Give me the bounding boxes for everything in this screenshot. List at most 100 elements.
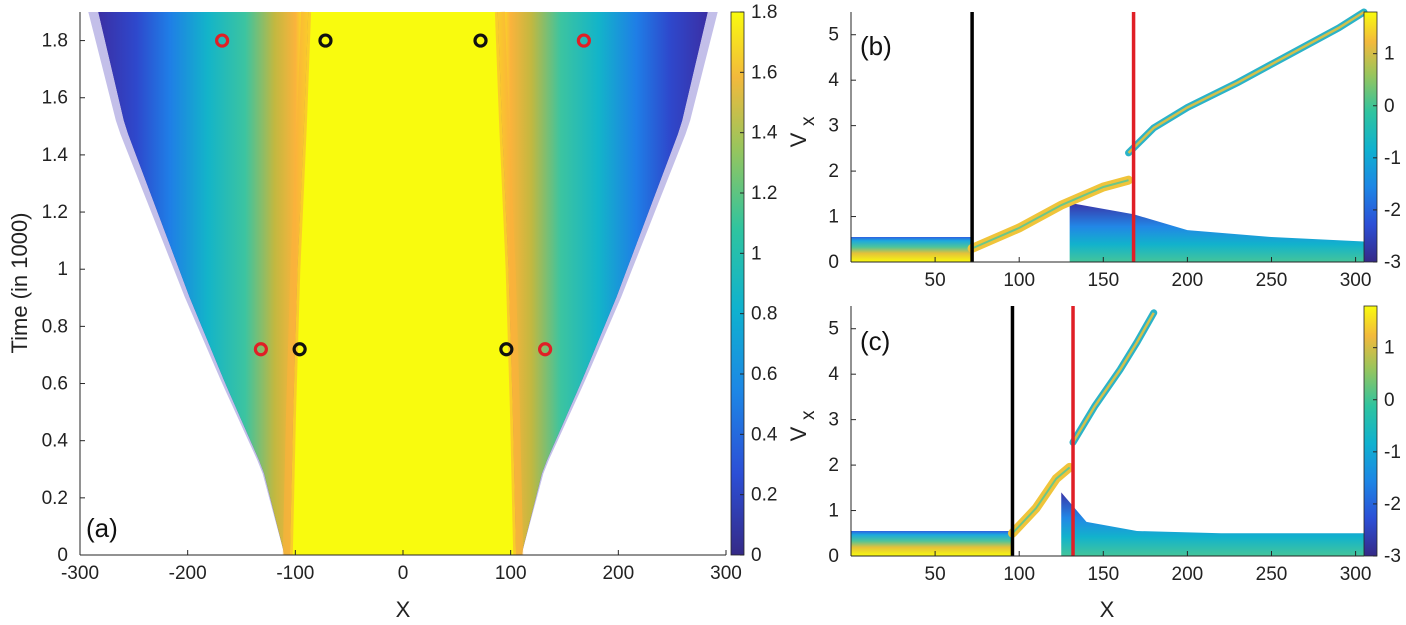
panel-a-x-tick-label: -300 bbox=[61, 563, 99, 584]
panel-b-y-tick-label: 0 bbox=[828, 252, 839, 273]
panel-c-x-label: X bbox=[1100, 597, 1115, 622]
panel-b-x-tick-label: 150 bbox=[1087, 270, 1119, 291]
panel-b-colorbar-tick-label: -2 bbox=[1384, 200, 1401, 221]
panel-b-downstream-population bbox=[1069, 202, 1364, 262]
panel-a-y-tick-label: 1.4 bbox=[42, 145, 69, 166]
panel-c-colorbar-tick-label: 1 bbox=[1384, 338, 1395, 359]
panel-c-x-tick-label: 300 bbox=[1340, 564, 1372, 585]
marker-circle bbox=[499, 342, 514, 357]
panel-a-x-tick-label: 0 bbox=[398, 563, 409, 584]
panel-b-colorbar-tick-label: -3 bbox=[1384, 252, 1401, 273]
panel-a-x-tick-label: 300 bbox=[710, 563, 742, 584]
panel-c-y-tick-label: 1 bbox=[828, 501, 839, 522]
panel-c-y-tick-label: 5 bbox=[828, 319, 839, 340]
panel-b-y-label-sub: x bbox=[798, 116, 819, 126]
panel-b-x-tick-label: 50 bbox=[925, 270, 946, 291]
marker-circle bbox=[473, 33, 488, 48]
panel-a-colorbar-tick-label: 0.4 bbox=[751, 424, 778, 445]
marker-circle bbox=[292, 342, 307, 357]
marker-circle bbox=[538, 342, 553, 357]
panel-b-background-beam bbox=[851, 237, 973, 262]
panel-c-y-label: V x bbox=[786, 410, 819, 441]
panel-a: -300 -200 -100 0 100 200 300 0 0.2 0.4 0.6 0.8 1 1.2… bbox=[7, 2, 778, 622]
panel-c-x-tick-label: 50 bbox=[925, 564, 946, 585]
panel-a-y-tick-label: 1.6 bbox=[42, 88, 68, 109]
panel-b-x-tick-label: 200 bbox=[1172, 270, 1204, 291]
panel-b-y-ticks: 0 1 2 3 4 5 bbox=[828, 25, 856, 273]
panel-a-x-tick-label: -200 bbox=[169, 563, 207, 584]
panel-c-data bbox=[851, 306, 1364, 556]
core-region bbox=[289, 12, 517, 555]
panel-b-x-tick-label: 250 bbox=[1256, 270, 1288, 291]
panel-b-y-tick-label: 1 bbox=[828, 207, 839, 228]
panel-a-x-label: X bbox=[396, 597, 411, 622]
panel-c-colorbar-tick-label: -2 bbox=[1384, 494, 1401, 515]
panel-a-label: (a) bbox=[86, 513, 118, 543]
right-front-band bbox=[497, 12, 708, 555]
panel-b-label: (b) bbox=[860, 31, 892, 61]
panel-b: 50 100 150 200 250 300 0 1 2 3 4 5 V x (b) -3 -2 -1 0… bbox=[786, 8, 1401, 291]
panel-b-colorbar bbox=[1363, 11, 1378, 263]
panel-c-background-beam bbox=[851, 531, 1013, 556]
panel-a-colorbar-tick-label: 1 bbox=[751, 243, 762, 264]
panel-b-y-tick-label: 4 bbox=[828, 70, 839, 91]
panel-a-x-ticks: -300 -200 -100 0 100 200 300 bbox=[61, 550, 742, 584]
panel-a-y-tick-label: 0.6 bbox=[42, 374, 68, 395]
panel-a-x-tick-label: -100 bbox=[276, 563, 314, 584]
panel-c-x-tick-label: 150 bbox=[1087, 564, 1119, 585]
marker-circle bbox=[215, 33, 230, 48]
panel-b-y-label: V x bbox=[786, 116, 819, 147]
panel-b-y-tick-label: 3 bbox=[828, 116, 839, 137]
panel-a-markers bbox=[215, 33, 591, 357]
panel-c-plot-area bbox=[851, 306, 1364, 556]
panel-b-colorbar-tick-label: 0 bbox=[1384, 96, 1395, 117]
panel-b-x-ticks: 50 100 150 200 250 300 bbox=[925, 257, 1372, 291]
panel-b-data bbox=[851, 8, 1368, 262]
panel-b-x-tick-label: 100 bbox=[1003, 270, 1035, 291]
panel-c-colorbar-tick-label: -1 bbox=[1384, 442, 1401, 463]
panel-a-x-tick-label: 100 bbox=[495, 563, 527, 584]
panel-a-y-tick-label: 1 bbox=[57, 259, 68, 280]
panel-b-colorbar-tick-label: -1 bbox=[1384, 148, 1401, 169]
panel-c-y-label-main: V bbox=[786, 426, 811, 441]
marker-circle bbox=[576, 33, 591, 48]
panel-c-y-tick-label: 4 bbox=[828, 364, 839, 385]
panel-c-colorbar bbox=[1363, 305, 1378, 557]
panel-c-colorbar-tick-label: 0 bbox=[1384, 390, 1395, 411]
panel-a-colorbar bbox=[730, 11, 745, 556]
panel-a-colorbar-tick-label: 0.2 bbox=[751, 485, 777, 506]
panel-c-x-ticks: 50 100 150 200 250 300 bbox=[925, 551, 1372, 585]
panel-a-y-tick-label: 0 bbox=[57, 545, 68, 566]
panel-a-y-tick-label: 1.8 bbox=[42, 31, 68, 52]
panel-c-y-tick-label: 3 bbox=[828, 410, 839, 431]
panel-b-accelerated-stream-edge bbox=[971, 179, 1129, 250]
panel-c-colorbar-tick-label: -3 bbox=[1384, 546, 1401, 567]
panel-b-y-label-main: V bbox=[786, 132, 811, 147]
panel-a-colorbar-tick-label: 1.4 bbox=[751, 123, 778, 144]
panel-c-y-ticks: 0 1 2 3 4 5 bbox=[828, 319, 856, 567]
panel-c-accelerated-stream-edge bbox=[1011, 466, 1071, 534]
panel-b-reflected-stream-core bbox=[1127, 10, 1365, 154]
left-ridge bbox=[282, 11, 312, 556]
panel-c-label: (c) bbox=[860, 326, 890, 356]
panel-a-colorbar-tick-label: 0 bbox=[751, 545, 762, 566]
panel-c-x-tick-label: 250 bbox=[1256, 564, 1288, 585]
panel-a-colorbar-tick-label: 0.6 bbox=[751, 364, 777, 385]
marker-circle bbox=[318, 33, 333, 48]
panel-c-downstream-population bbox=[1061, 492, 1364, 556]
panel-b-y-tick-label: 2 bbox=[828, 161, 839, 182]
panel-a-colorbar-ticks: 0 0.2 0.4 0.6 0.8 1 1.2 1.4 1.6 1.8 bbox=[740, 2, 778, 566]
panel-a-y-tick-label: 0.8 bbox=[42, 316, 68, 337]
right-ridge bbox=[494, 11, 524, 556]
panel-c-x-tick-label: 200 bbox=[1172, 564, 1204, 585]
panel-b-x-tick-label: 300 bbox=[1340, 270, 1372, 291]
panel-b-y-tick-label: 5 bbox=[828, 25, 839, 46]
panel-a-colorbar-tick-label: 0.8 bbox=[751, 304, 777, 325]
panel-a-y-label: Time (in 1000) bbox=[7, 212, 32, 353]
panel-b-colorbar-tick-label: 1 bbox=[1384, 44, 1395, 65]
panel-a-y-tick-label: 0.2 bbox=[42, 488, 68, 509]
panel-a-y-tick-label: 1.2 bbox=[42, 202, 68, 223]
panel-c-y-tick-label: 2 bbox=[828, 455, 839, 476]
marker-circle bbox=[253, 342, 268, 357]
